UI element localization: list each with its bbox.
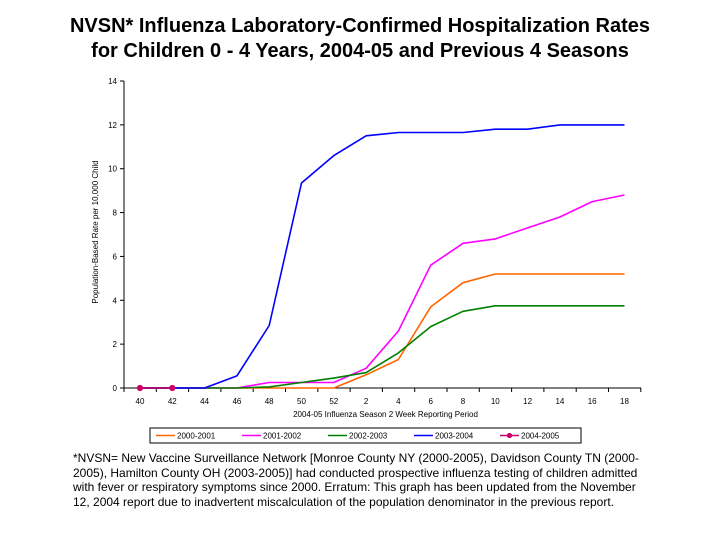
legend: 2000-2001 2001-2002 2002-2003 2003-2004 2004… (149, 427, 582, 444)
x-tick-label: 52 (329, 397, 338, 406)
x-tick-label: 18 (620, 397, 629, 406)
x-tick-label: 4 (396, 397, 401, 406)
series-line-2001-2002 (140, 194, 625, 389)
y-tick-label: 8 (113, 209, 118, 218)
y-tick-label: 12 (108, 121, 117, 130)
x-axis-label: 2004-05 Influenza Season 2 Week Reportin… (293, 410, 478, 419)
x-tick-label: 42 (168, 397, 177, 406)
legend-box (149, 427, 582, 444)
x-tick-label: 16 (588, 397, 597, 406)
x-tick-label: 6 (428, 397, 433, 406)
series-point-2004-2005 (169, 384, 176, 392)
chart-title: NVSN* Influenza Laboratory-Confirmed Hos… (0, 14, 720, 64)
series-lines (136, 124, 625, 392)
x-tick-label: 12 (523, 397, 532, 406)
x-tick-label: 50 (297, 397, 306, 406)
chart-title-line-1: NVSN* Influenza Laboratory-Confirmed Hos… (69, 15, 651, 37)
series-line-2000-2001 (140, 273, 625, 389)
series-line-2003-2004 (140, 124, 625, 389)
legend-label-2000-2001: 2000-2001 (177, 432, 216, 441)
legend-label-2004-2005: 2004-2005 (521, 432, 560, 441)
x-tick-label: 10 (491, 397, 500, 406)
chart-title-line-2: for Children 0 - 4 Years, 2004-05 and Pr… (91, 40, 629, 62)
series-line-2002-2003 (140, 304, 625, 389)
y-tick-label: 6 (113, 252, 118, 261)
legend-label-2001-2002: 2001-2002 (263, 432, 302, 441)
x-tick-label: 44 (200, 397, 209, 406)
y-tick-label: 2 (113, 340, 118, 349)
legend-marker-2004-2005 (506, 432, 513, 439)
x-tick-label: 48 (265, 397, 274, 406)
legend-label-2003-2004: 2003-2004 (435, 432, 474, 441)
y-axis-label: Population-Based Rate per 10,000 Child (91, 160, 100, 303)
x-tick-label: 46 (232, 397, 241, 406)
y-tick-label: 4 (113, 296, 118, 305)
y-tick-label: 10 (108, 165, 117, 174)
legend-label-2002-2003: 2002-2003 (349, 432, 388, 441)
y-tick-label: 14 (108, 77, 117, 86)
x-tick-label: 40 (136, 397, 145, 406)
footnote: *NVSN= New Vaccine Surveillance Network … (73, 451, 639, 509)
series-point-2004-2005 (136, 384, 144, 392)
x-tick-label: 2 (364, 397, 369, 406)
x-tick-label: 8 (461, 397, 466, 406)
x-tick-label: 14 (555, 397, 564, 406)
y-tick-label: 0 (113, 384, 118, 393)
